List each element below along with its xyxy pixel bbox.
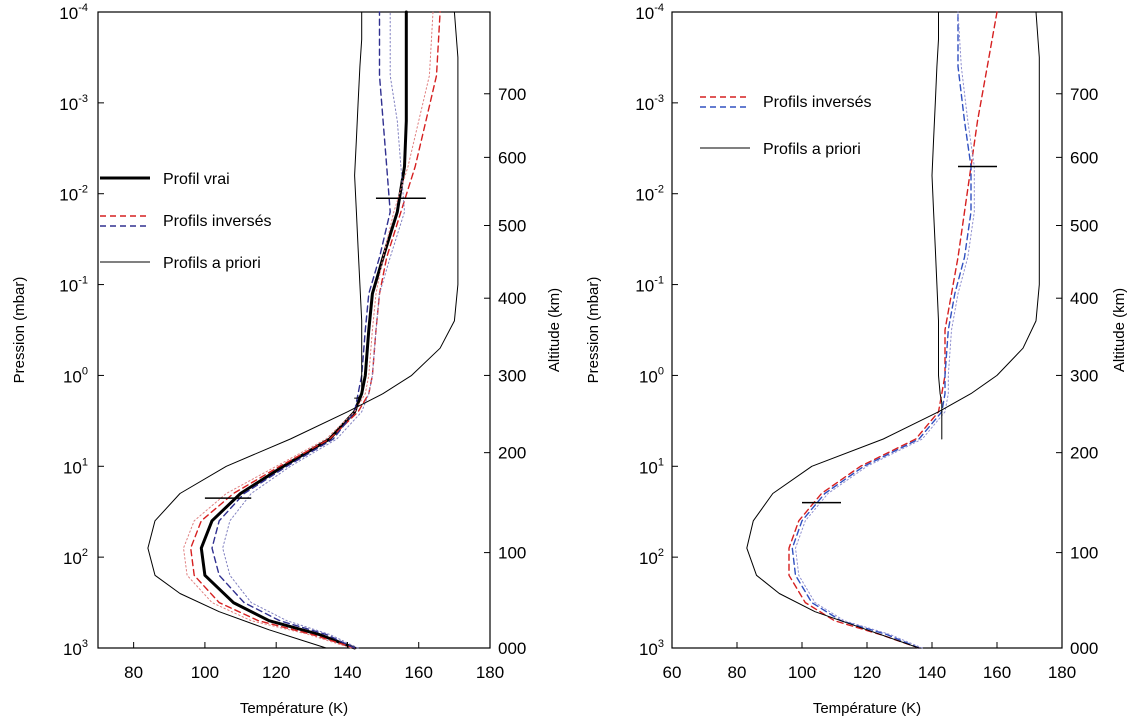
y2-tick-label-6: 600 bbox=[1070, 148, 1098, 167]
y-tick-label-0: 10-4 bbox=[59, 2, 88, 23]
y-tick-label-5: 101 bbox=[639, 456, 664, 477]
y2-tick-label-3: 300 bbox=[498, 366, 526, 385]
x-tick-label-0: 80 bbox=[124, 663, 143, 682]
y-tick-label-3: 10-1 bbox=[635, 275, 664, 296]
y-tick-label-2: 10-2 bbox=[59, 184, 88, 205]
y-tick-label-6: 102 bbox=[639, 547, 664, 568]
x-tick-label-3: 140 bbox=[333, 663, 361, 682]
y-tick-label-0: 10-4 bbox=[635, 2, 664, 23]
series-line-6 bbox=[354, 11, 363, 399]
series-line-2 bbox=[211, 11, 391, 649]
y2-tick-label-2: 200 bbox=[1070, 444, 1098, 463]
series-line-3 bbox=[746, 11, 1040, 649]
y-tick-label-4: 100 bbox=[63, 365, 88, 386]
y2-tick-label-1: 100 bbox=[1070, 544, 1098, 563]
y2-tick-label-2: 200 bbox=[498, 444, 526, 463]
series-line-4 bbox=[183, 11, 434, 649]
y-tick-label-4: 100 bbox=[639, 365, 664, 386]
y-tick-label-7: 103 bbox=[639, 638, 664, 659]
x-tick-label-6: 180 bbox=[1048, 663, 1076, 682]
y2-tick-label-7: 700 bbox=[1070, 85, 1098, 104]
x-tick-label-3: 120 bbox=[853, 663, 881, 682]
x-axis-title: Température (K) bbox=[240, 700, 348, 717]
legend-label-1: Profils inversés bbox=[163, 213, 271, 230]
series-line-4 bbox=[931, 11, 943, 440]
y2-axis-title: Altitude (km) bbox=[1111, 288, 1128, 372]
legend-label-2: Profils a priori bbox=[163, 255, 261, 272]
y-axis-title: Pression (mbar) bbox=[11, 277, 28, 384]
y-axis-title: Pression (mbar) bbox=[585, 277, 602, 384]
x-tick-label-4: 160 bbox=[405, 663, 433, 682]
x-tick-label-4: 140 bbox=[918, 663, 946, 682]
series-line-2 bbox=[795, 11, 975, 649]
y2-tick-label-7: 700 bbox=[498, 85, 526, 104]
legend-label-0: Profil vrai bbox=[163, 171, 230, 188]
legend-label-0: Profils inversés bbox=[763, 94, 871, 111]
plot-frame bbox=[97, 11, 491, 649]
y-tick-label-1: 10-3 bbox=[635, 93, 664, 114]
y2-tick-label-3: 300 bbox=[1070, 366, 1098, 385]
y2-tick-label-6: 600 bbox=[498, 148, 526, 167]
x-tick-label-1: 80 bbox=[728, 663, 747, 682]
x-tick-label-2: 120 bbox=[262, 663, 290, 682]
y-tick-label-7: 103 bbox=[63, 638, 88, 659]
x-tick-label-5: 160 bbox=[983, 663, 1011, 682]
y-tick-label-3: 10-1 bbox=[59, 275, 88, 296]
y2-tick-label-0: 000 bbox=[498, 639, 526, 658]
x-tick-label-5: 180 bbox=[476, 663, 504, 682]
x-axis-title: Température (K) bbox=[813, 700, 921, 717]
series-line-5 bbox=[147, 11, 459, 649]
y-tick-label-6: 102 bbox=[63, 547, 88, 568]
y2-tick-label-1: 100 bbox=[498, 544, 526, 563]
y2-tick-label-4: 400 bbox=[498, 289, 526, 308]
y2-tick-label-5: 500 bbox=[1070, 217, 1098, 236]
y-tick-label-1: 10-3 bbox=[59, 93, 88, 114]
x-tick-label-1: 100 bbox=[191, 663, 219, 682]
y-tick-label-2: 10-2 bbox=[635, 184, 664, 205]
x-tick-label-0: 60 bbox=[663, 663, 682, 682]
y2-tick-label-5: 500 bbox=[498, 217, 526, 236]
series-line-1 bbox=[189, 11, 441, 649]
y2-tick-label-4: 400 bbox=[1070, 289, 1098, 308]
y-tick-label-5: 101 bbox=[63, 456, 88, 477]
x-tick-label-2: 100 bbox=[788, 663, 816, 682]
right-chart: 10-4 10-3 10-2 10-1 100 101 102 103 000 100 200 30… bbox=[585, 2, 1128, 717]
legend-label-1: Profils a priori bbox=[763, 141, 861, 158]
y2-tick-label-0: 000 bbox=[1070, 639, 1098, 658]
left-chart: 10-4 10-3 10-2 10-1 100 101 102 103 000 100 200 30… bbox=[11, 2, 563, 717]
series-line-3 bbox=[222, 11, 405, 649]
y2-axis-title: Altitude (km) bbox=[546, 288, 563, 372]
